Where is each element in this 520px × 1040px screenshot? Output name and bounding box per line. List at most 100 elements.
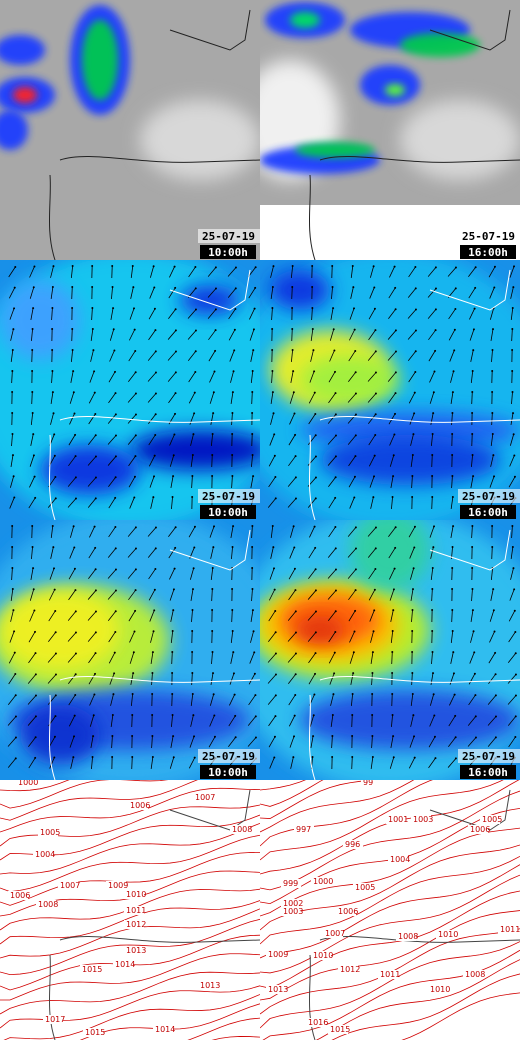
wind-arrow [190,715,194,727]
wind-arrow-head [51,328,54,331]
wind-arrow-head [414,371,417,374]
wind-arrow [347,527,357,537]
wind-arrow-head [451,588,454,591]
wind-arrow-head [452,370,455,373]
wind-arrow [29,476,35,488]
wind-arrow-head [494,694,497,697]
isobar-label-bg [124,946,144,955]
wind-arrow-head [334,526,337,529]
wind-arrow [350,693,354,707]
wind-arrow [67,477,77,487]
isobar [260,790,520,891]
field-blob [0,110,28,150]
wind-arrow-head [73,412,76,415]
wind-arrow-head [432,412,435,415]
isobar-label-bg [58,881,78,890]
wind-arrow-head [471,567,474,570]
wind-arrow [149,266,155,278]
wind-arrow [107,611,117,621]
wind-arrow-head [314,672,317,675]
wind-arrow-head [134,434,137,437]
wind-arrow-head [194,308,197,311]
wind-arrow-head [14,673,17,676]
wind-arrow-head [292,525,295,528]
wind-arrow [489,308,495,320]
wind-arrow [387,351,397,361]
wind-arrow-head [12,609,15,612]
isobar-label: 1013 [126,946,146,955]
time-box [460,505,516,519]
wind-arrow-head [73,546,76,549]
wind-arrow-head [234,714,237,717]
wind-arrow-head [513,454,516,457]
wind-arrow [107,435,117,445]
wind-arrow-head [212,391,215,394]
wind-arrow-head [334,610,337,613]
isobar [187,1017,260,1040]
wind-arrow [88,413,96,425]
isobar-label-bg [463,970,483,979]
wind-arrow [369,476,375,488]
field-blob [82,20,118,100]
wind-arrow-head [511,307,514,310]
wind-arrow [110,715,114,727]
wind-arrow-head [53,454,56,457]
wind-arrow-head [12,328,15,331]
wind-arrow [368,434,376,446]
isobar-label: 1002 [283,899,303,908]
wind-arrow-head [114,568,117,571]
wind-arrow-head [134,413,137,416]
wind-arrow-head [134,392,137,395]
wind-arrow-head [31,412,34,415]
map-panel: 25-07-19 10:00h [0,520,260,780]
wind-arrow-head [374,526,377,529]
isobar-label: 1007 [325,929,345,938]
time-stamp: 10:00h [208,506,248,519]
wind-arrow-head [213,370,216,373]
wind-arrow-head [134,609,137,612]
wind-arrow [510,568,514,580]
wind-arrow-head [274,609,277,612]
wind-arrow [267,498,277,508]
wind-arrow-head [54,673,57,676]
wind-arrow [107,590,117,600]
wind-arrow [90,329,94,341]
wind-arrow [329,350,335,362]
wind-arrow [490,589,494,601]
wind-arrow [490,329,494,341]
isobar-label-bg [113,960,133,969]
wind-arrow [388,526,396,538]
wind-arrow-head [252,328,255,331]
wind-arrow [210,413,214,425]
wind-arrow-head [372,496,375,499]
wind-arrow-head [171,693,174,696]
wind-arrow [168,392,176,404]
wind-arrow-head [433,525,436,528]
wind-arrow [469,308,475,320]
field-blob [270,270,330,310]
wind-arrow [431,496,433,510]
wind-arrow-head [274,694,277,697]
wind-arrow-head [153,475,156,478]
wind-arrow [89,694,95,706]
wind-arrow-head [411,651,414,654]
wind-arrow-head [393,265,396,268]
wind-arrow [69,392,75,404]
wind-arrow-head [353,307,356,310]
wind-arrow-head [514,652,517,655]
wind-arrow-head [333,651,336,654]
wind-arrow [10,349,14,363]
wind-arrow-head [353,475,356,478]
wind-arrow [448,329,456,341]
wind-arrow [28,652,36,664]
isobar [0,953,260,1001]
time-box [460,765,516,779]
wind-arrow [368,329,376,341]
wind-arrow [250,476,254,488]
wind-arrow [191,609,193,623]
wind-arrow-head [232,370,235,373]
wind-arrow-head [473,672,476,675]
wind-arrow [231,546,233,560]
wind-arrow-head [52,265,55,268]
wind-arrow-head [212,693,215,696]
